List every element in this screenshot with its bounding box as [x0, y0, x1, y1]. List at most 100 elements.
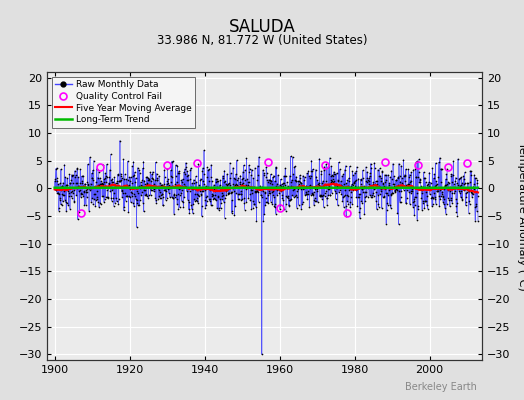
- Point: [278, 195, 287, 201]
- Point: [341, 192, 350, 199]
- Point: [450, 181, 458, 188]
- Point: [365, 173, 374, 179]
- Point: [410, 212, 419, 218]
- Point: [243, 176, 252, 182]
- Point: [381, 190, 390, 197]
- Point: [124, 209, 133, 216]
- Point: [353, 164, 361, 170]
- Point: [287, 179, 295, 186]
- Point: [146, 192, 155, 198]
- Point: [471, 175, 479, 181]
- Point: [232, 177, 241, 184]
- Point: [88, 195, 96, 202]
- Point: [83, 179, 92, 186]
- Point: [420, 175, 428, 181]
- Point: [260, 170, 268, 176]
- Point: [395, 221, 403, 228]
- Point: [467, 190, 476, 197]
- Point: [146, 183, 154, 190]
- Point: [191, 198, 199, 204]
- Point: [351, 183, 359, 190]
- Point: [254, 162, 262, 169]
- Point: [115, 178, 124, 184]
- Point: [279, 180, 288, 187]
- Point: [354, 194, 362, 200]
- Point: [381, 172, 389, 178]
- Point: [340, 192, 348, 199]
- Point: [315, 193, 324, 200]
- Point: [370, 180, 379, 187]
- Point: [451, 184, 459, 191]
- Point: [137, 184, 146, 190]
- Point: [74, 183, 83, 190]
- Point: [396, 198, 404, 205]
- Point: [463, 186, 471, 192]
- Point: [306, 184, 314, 191]
- Point: [139, 158, 148, 165]
- Point: [416, 177, 424, 183]
- Point: [95, 181, 104, 188]
- Point: [292, 204, 301, 211]
- Point: [100, 176, 108, 183]
- Point: [390, 183, 398, 189]
- Point: [223, 171, 231, 177]
- Point: [440, 186, 448, 192]
- Point: [331, 184, 339, 190]
- Point: [378, 193, 387, 200]
- Point: [224, 191, 233, 197]
- Point: [103, 161, 111, 168]
- Point: [289, 186, 297, 193]
- Point: [366, 192, 374, 198]
- Point: [239, 168, 247, 175]
- Point: [314, 179, 323, 186]
- Point: [272, 164, 280, 171]
- Point: [349, 172, 357, 178]
- Point: [95, 204, 103, 210]
- Point: [221, 195, 229, 201]
- Point: [212, 197, 221, 203]
- Point: [114, 201, 123, 208]
- Point: [326, 173, 335, 179]
- Point: [172, 173, 180, 180]
- Point: [241, 207, 249, 213]
- Point: [204, 195, 213, 202]
- Point: [103, 187, 111, 194]
- Point: [256, 183, 265, 189]
- Point: [233, 157, 241, 164]
- Legend: Raw Monthly Data, Quality Control Fail, Five Year Moving Average, Long-Term Tren: Raw Monthly Data, Quality Control Fail, …: [52, 76, 195, 128]
- Point: [199, 165, 207, 171]
- Point: [118, 187, 127, 194]
- Point: [180, 194, 189, 200]
- Point: [255, 184, 264, 191]
- Point: [119, 207, 128, 214]
- Point: [405, 180, 413, 187]
- Point: [404, 166, 412, 172]
- Point: [135, 183, 143, 189]
- Point: [73, 165, 81, 172]
- Point: [401, 171, 409, 178]
- Point: [150, 186, 159, 192]
- Point: [86, 154, 94, 160]
- Point: [344, 182, 352, 189]
- Point: [433, 188, 442, 194]
- Point: [450, 190, 458, 196]
- Point: [85, 184, 93, 191]
- Point: [325, 171, 333, 177]
- Point: [381, 179, 389, 186]
- Point: [409, 199, 417, 206]
- Point: [312, 173, 321, 180]
- Point: [202, 202, 210, 208]
- Point: [428, 203, 436, 210]
- Point: [81, 180, 89, 187]
- Point: [455, 175, 464, 181]
- Point: [313, 177, 322, 184]
- Point: [210, 186, 219, 192]
- Point: [141, 187, 149, 194]
- Point: [146, 185, 154, 191]
- Point: [199, 188, 208, 194]
- Point: [92, 197, 100, 204]
- Point: [283, 194, 292, 200]
- Point: [451, 188, 459, 194]
- Point: [82, 202, 90, 208]
- Point: [81, 187, 90, 194]
